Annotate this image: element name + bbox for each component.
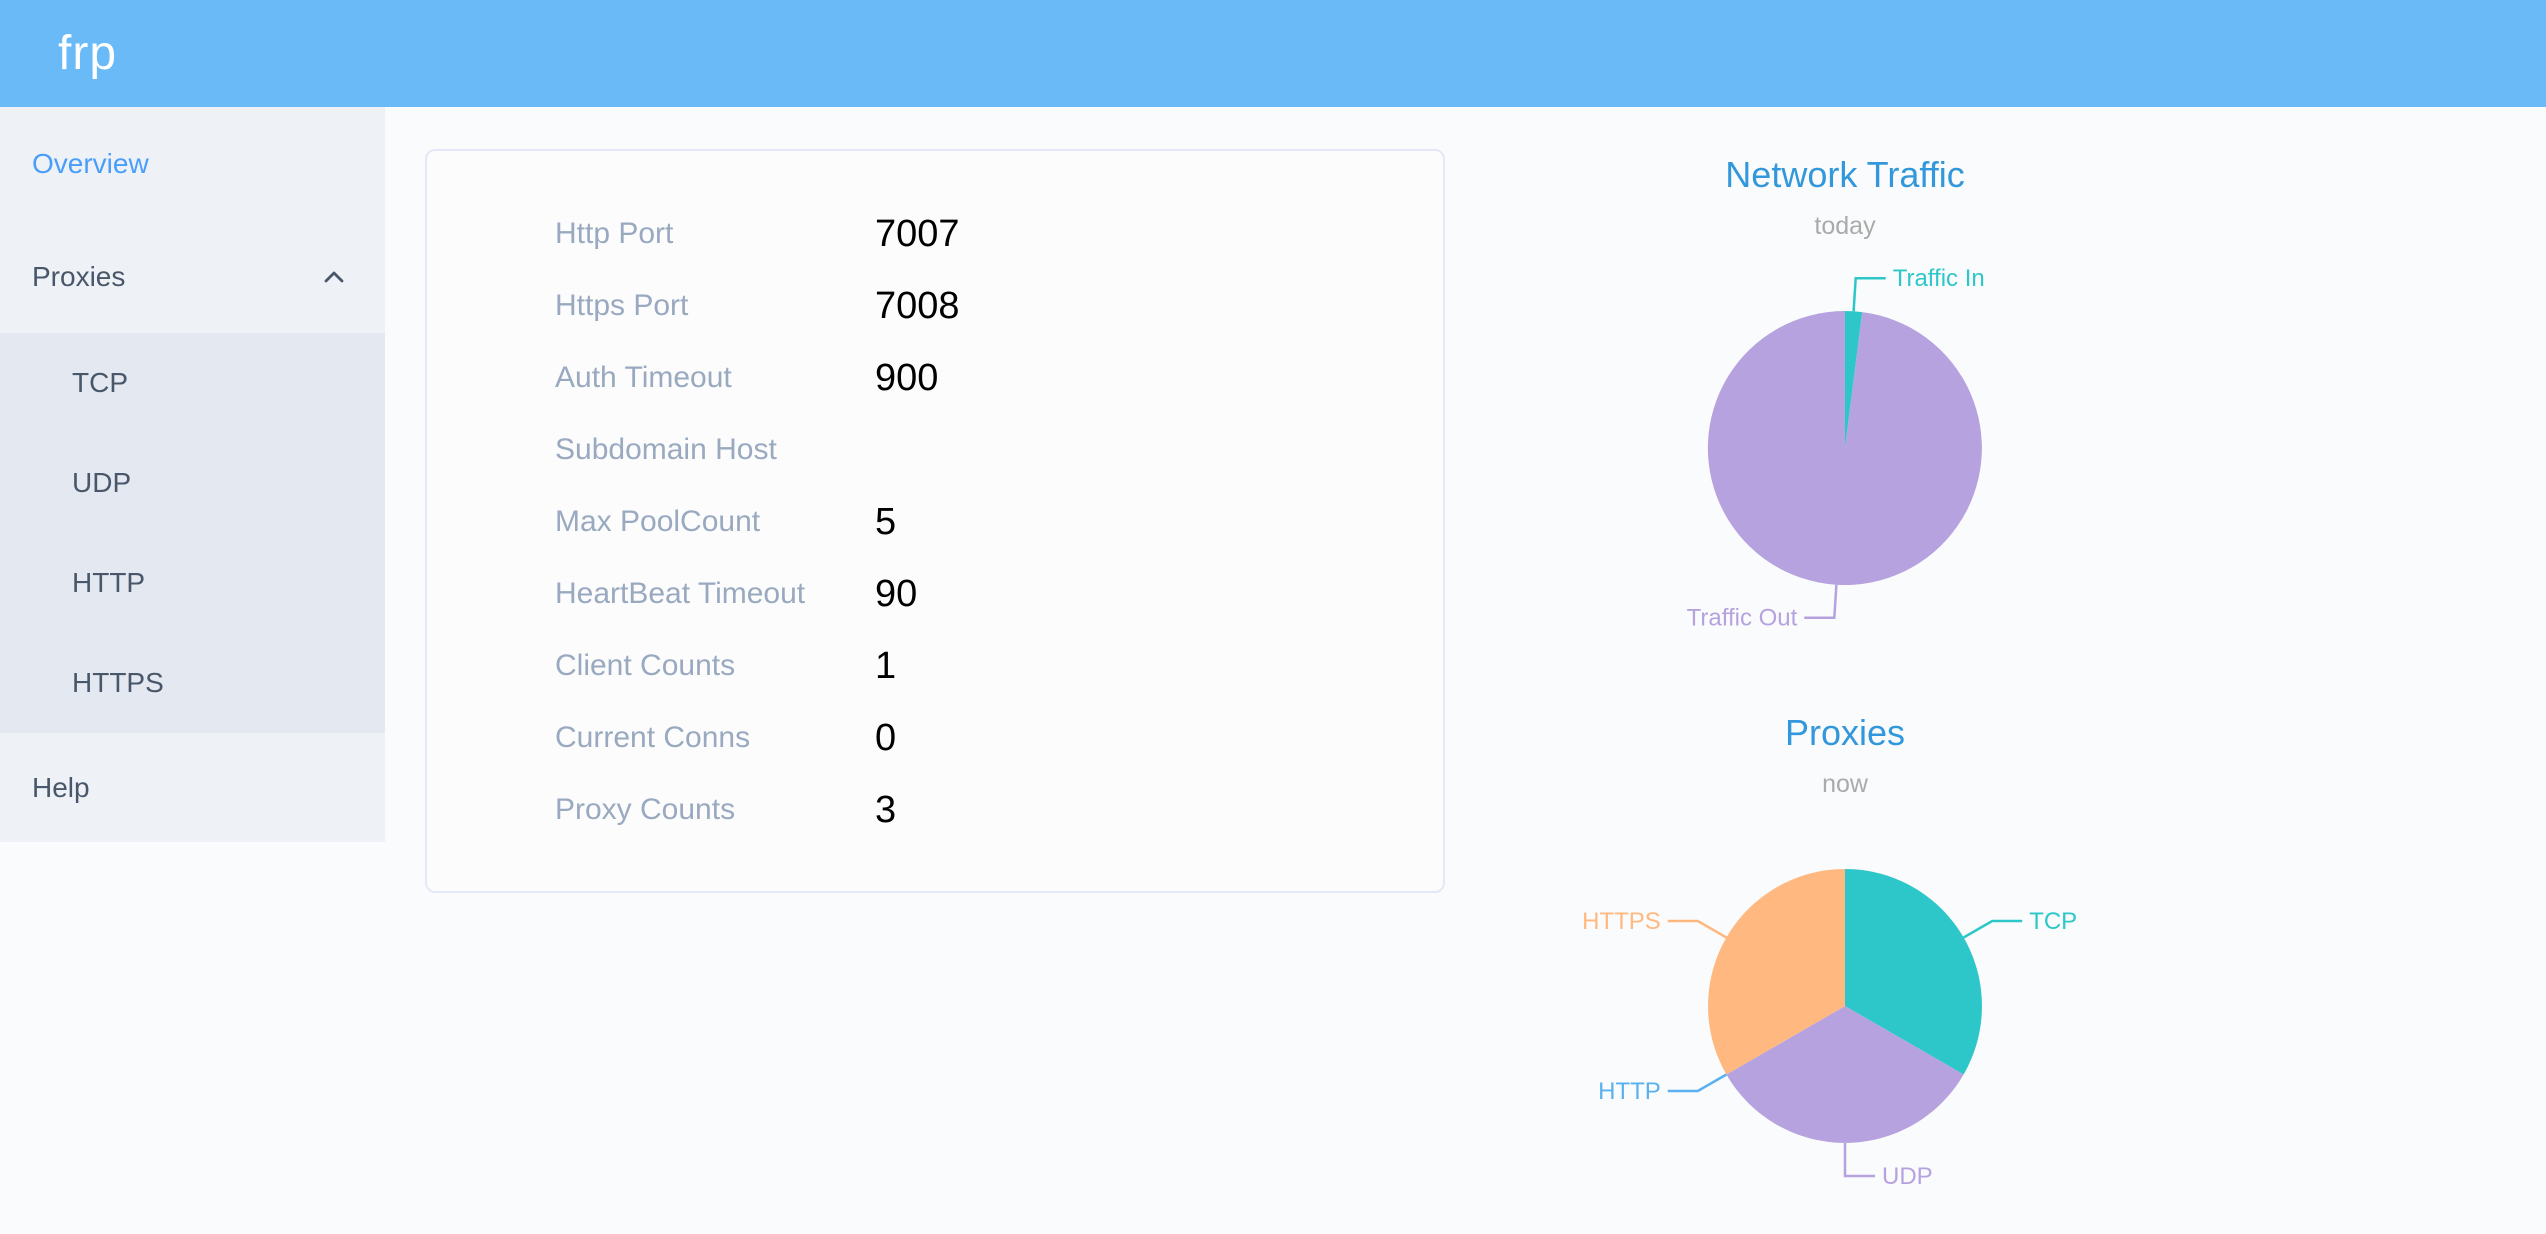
server-info-card: Http Port 7007 Https Port 7008 Auth Timeout 9…: [425, 149, 1445, 893]
pie-label-line-traffic-in: [1852, 277, 1886, 312]
sidebar-item-label: Overview: [32, 147, 149, 179]
config-label: Current Conns: [555, 721, 751, 754]
network-traffic-pie: Traffic In Traffic Out: [1687, 265, 1985, 632]
sidebar-item-label: TCP: [72, 367, 128, 398]
sidebar-item-proxies[interactable]: Proxies: [0, 220, 385, 333]
chevron-up-icon: [324, 271, 344, 282]
sidebar-item-help[interactable]: Help: [0, 733, 385, 842]
pie-slice-udp[interactable]: [1726, 1006, 1964, 1143]
pie-slice-traffic-in[interactable]: [1845, 311, 1863, 448]
config-label: Subdomain Host: [555, 433, 777, 466]
config-value: 0: [875, 716, 897, 759]
config-value: 90: [875, 572, 918, 615]
sidebar-item-overview[interactable]: Overview: [0, 107, 385, 220]
pie-label-https: HTTPS: [1582, 908, 1661, 935]
config-row: Proxy Counts 3: [427, 774, 1443, 846]
config-value: 7007: [875, 212, 960, 255]
pie-label-line-https: [1667, 919, 1728, 939]
config-label: Http Port: [555, 217, 674, 250]
config-row: Http Port 7007: [427, 198, 1443, 270]
sidebar-item-http[interactable]: HTTP: [0, 533, 385, 633]
config-row: Auth Timeout 900: [427, 342, 1443, 414]
sidebar-submenu: TCP UDP HTTP HTTPS: [0, 333, 385, 733]
config-value: 7008: [875, 284, 960, 327]
pie-slice-https[interactable]: [1708, 869, 1845, 1075]
pie-label-tcp: TCP: [2029, 908, 2077, 935]
config-value: 1: [875, 644, 897, 687]
config-row: Subdomain Host: [427, 414, 1443, 486]
pie-label-line-udp: [1843, 1143, 1875, 1178]
config-row: HeartBeat Timeout 90: [427, 558, 1443, 630]
chart-network-traffic: Network Traffic today Traffic In Traffic …: [1495, 149, 2195, 676]
pie-label-line-tcp: [1962, 919, 2023, 939]
proxies-pie: TCP UDP HTTP HTTPS: [1582, 869, 2077, 1190]
pie-label-traffic-in: Traffic In: [1893, 265, 1985, 292]
pie-label-http: HTTP: [1598, 1078, 1661, 1105]
app-logo: frp: [58, 27, 118, 80]
config-row: Client Counts 1: [427, 630, 1443, 702]
pie-label-udp: UDP: [1882, 1163, 1933, 1190]
pie-slice-tcp[interactable]: [1845, 869, 1982, 1075]
chart-title: Proxies: [1784, 712, 1906, 753]
config-row: Https Port 7008: [427, 270, 1443, 342]
pie-label-line-traffic-out: [1804, 584, 1838, 619]
chart-proxies: Proxies now TCP UDP HTTP HTTPS: [1495, 707, 2195, 1234]
pie-label-line-http: [1667, 1073, 1728, 1093]
sidebar-item-label: Proxies: [32, 260, 126, 292]
sidebar-item-label: UDP: [72, 467, 132, 498]
pie-label-traffic-out: Traffic Out: [1687, 605, 1798, 632]
config-rows: Http Port 7007 Https Port 7008 Auth Timeout 9…: [427, 198, 1443, 846]
chart-subtitle: today: [1814, 212, 1876, 240]
app-header: frp: [0, 0, 2546, 107]
chart-subtitle: now: [1822, 770, 1868, 798]
sidebar-item-label: HTTPS: [72, 667, 164, 698]
sidebar-item-tcp[interactable]: TCP: [0, 333, 385, 433]
config-row: Current Conns 0: [427, 702, 1443, 774]
config-value: 3: [875, 788, 897, 831]
pie-slice-traffic-out[interactable]: [1707, 310, 1982, 585]
config-value: 5: [875, 500, 897, 543]
sidebar-item-udp[interactable]: UDP: [0, 433, 385, 533]
config-label: Proxy Counts: [555, 793, 736, 826]
sidebar: Overview Proxies TCP UDP HTTP HTTPS Help: [0, 107, 385, 842]
config-label: Max PoolCount: [555, 505, 761, 538]
config-label: Https Port: [555, 289, 689, 322]
sidebar-item-label: Help: [32, 771, 90, 803]
config-row: Max PoolCount 5: [427, 486, 1443, 558]
config-label: HeartBeat Timeout: [555, 577, 806, 610]
config-label: Auth Timeout: [555, 361, 732, 394]
config-label: Client Counts: [555, 649, 736, 682]
config-value: 900: [875, 356, 939, 399]
sidebar-item-https[interactable]: HTTPS: [0, 633, 385, 733]
chart-title: Network Traffic: [1725, 154, 1965, 195]
sidebar-item-label: HTTP: [72, 567, 146, 598]
